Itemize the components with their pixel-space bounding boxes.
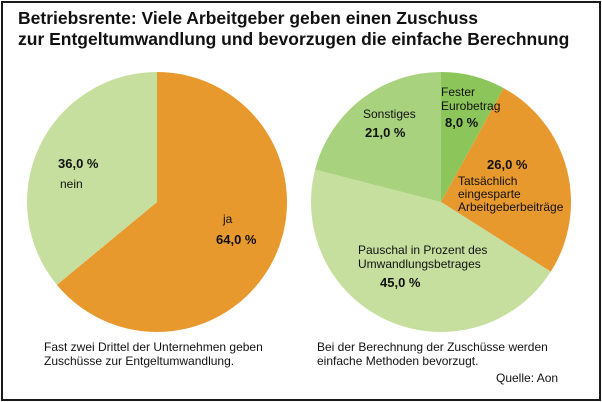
pie2-label-tatsaechlich-line3: Arbeitgeberbeiträge — [458, 200, 564, 214]
pie2-slice-3 — [315, 72, 441, 202]
pie2-label-fester-line2: Eurobetrag — [441, 99, 500, 113]
pie2-slice-2 — [311, 169, 551, 332]
pie1-label-nein-value: 36,0 % — [58, 156, 99, 171]
pie1-label-nein: nein — [60, 177, 83, 191]
pie2-label-pauschal-line1: Pauschal in Prozent des — [358, 243, 487, 257]
left-caption: Fast zwei Drittel der Unternehmen geben … — [44, 340, 263, 368]
title-line-2: zur Entgeltumwandlung und bevorzugen die… — [18, 29, 570, 49]
pie-chart-left: 36,0 % nein ja 64,0 % — [27, 71, 287, 333]
pie2-label-pauschal-line2: Umwandlungsbetrages — [358, 257, 481, 271]
pie2-slice-1 — [441, 88, 571, 272]
right-caption-line-2: einfache Methoden bevorzugt. — [317, 354, 479, 368]
right-caption-line-1: Bei der Berechnung der Zuschüsse werden — [317, 340, 548, 354]
chart-title: Betriebsrente: Viele Arbeitgeber geben e… — [18, 8, 569, 50]
pie2-label-tatsaechlich-value: 26,0 % — [487, 157, 528, 172]
title-line-1: Betriebsrente: Viele Arbeitgeber geben e… — [18, 8, 478, 28]
pie2-label-tatsaechlich-line2: eingesparte — [458, 187, 521, 201]
pie2-label-sonstiges: Sonstiges — [363, 107, 416, 121]
pie2-slice-0 — [441, 72, 504, 202]
pie1-slice-1 — [27, 71, 158, 285]
pie2-label-sonstiges-value: 21,0 % — [365, 125, 406, 140]
pie1-slice-0 — [56, 72, 287, 333]
pie2-label-fester-line1: Fester — [441, 85, 475, 99]
source-note: Quelle: Aon — [496, 371, 559, 385]
pie1-label-ja: ja — [222, 212, 233, 226]
left-caption-line-1: Fast zwei Drittel der Unternehmen geben — [44, 340, 263, 354]
pie2-label-pauschal-value: 45,0 % — [380, 275, 421, 290]
pie2-label-tatsaechlich-line1: Tatsächlich — [458, 174, 517, 188]
pie1-label-ja-value: 64,0 % — [216, 232, 257, 247]
left-caption-line-2: Zuschüsse zur Entgeltumwandlung. — [44, 354, 235, 368]
pie2-label-fester-value: 8,0 % — [445, 115, 479, 130]
right-caption: Bei der Berechnung der Zuschüsse werden … — [317, 340, 548, 368]
